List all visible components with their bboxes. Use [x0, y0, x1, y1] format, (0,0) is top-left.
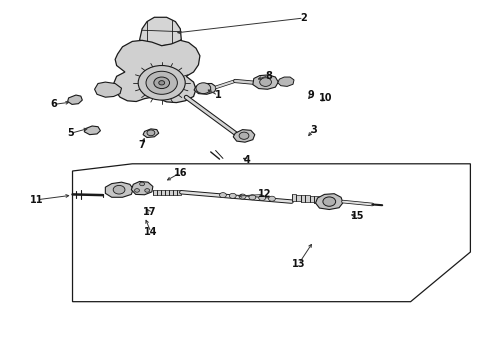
- Polygon shape: [173, 190, 177, 195]
- Text: 8: 8: [265, 71, 272, 81]
- Circle shape: [196, 83, 211, 94]
- Polygon shape: [140, 17, 181, 46]
- Circle shape: [113, 185, 125, 194]
- Polygon shape: [114, 40, 200, 103]
- Circle shape: [259, 195, 266, 201]
- Circle shape: [145, 189, 149, 192]
- Polygon shape: [153, 190, 157, 195]
- Circle shape: [260, 78, 271, 86]
- Polygon shape: [169, 190, 173, 195]
- Circle shape: [138, 66, 185, 100]
- Circle shape: [239, 132, 249, 139]
- Polygon shape: [316, 194, 343, 210]
- Text: 12: 12: [258, 189, 271, 199]
- Text: 17: 17: [143, 207, 156, 217]
- Circle shape: [229, 193, 236, 198]
- Polygon shape: [161, 190, 165, 195]
- Polygon shape: [105, 182, 133, 197]
- Polygon shape: [296, 195, 300, 201]
- Polygon shape: [278, 77, 294, 86]
- Circle shape: [249, 195, 256, 200]
- Polygon shape: [310, 196, 314, 202]
- Text: 14: 14: [144, 227, 158, 237]
- Circle shape: [220, 193, 226, 198]
- Polygon shape: [165, 190, 169, 195]
- Circle shape: [159, 81, 165, 85]
- Polygon shape: [84, 126, 100, 135]
- Circle shape: [154, 77, 170, 89]
- Text: 6: 6: [50, 99, 57, 109]
- Circle shape: [146, 71, 177, 94]
- Polygon shape: [253, 75, 278, 89]
- Polygon shape: [95, 82, 122, 97]
- Circle shape: [239, 194, 246, 199]
- Polygon shape: [314, 196, 319, 203]
- Text: 4: 4: [244, 155, 251, 165]
- Polygon shape: [194, 84, 217, 94]
- Text: 15: 15: [351, 211, 365, 221]
- Text: 10: 10: [319, 93, 333, 103]
- Polygon shape: [157, 190, 161, 195]
- Text: 16: 16: [173, 168, 187, 178]
- Text: 3: 3: [310, 125, 317, 135]
- Circle shape: [135, 189, 140, 192]
- Text: 7: 7: [139, 140, 146, 150]
- Text: 9: 9: [308, 90, 315, 100]
- Polygon shape: [292, 194, 296, 201]
- Polygon shape: [68, 95, 82, 104]
- Text: 11: 11: [30, 195, 44, 205]
- Text: 2: 2: [300, 13, 307, 23]
- Circle shape: [269, 196, 275, 201]
- Text: 13: 13: [292, 258, 306, 269]
- Circle shape: [140, 182, 145, 186]
- Text: 5: 5: [68, 128, 74, 138]
- Circle shape: [323, 197, 336, 206]
- Polygon shape: [305, 195, 310, 202]
- Polygon shape: [131, 181, 153, 195]
- Polygon shape: [233, 130, 255, 142]
- Text: 1: 1: [215, 90, 221, 100]
- Polygon shape: [177, 190, 181, 195]
- Polygon shape: [143, 129, 159, 138]
- Circle shape: [147, 130, 155, 136]
- Polygon shape: [300, 195, 305, 202]
